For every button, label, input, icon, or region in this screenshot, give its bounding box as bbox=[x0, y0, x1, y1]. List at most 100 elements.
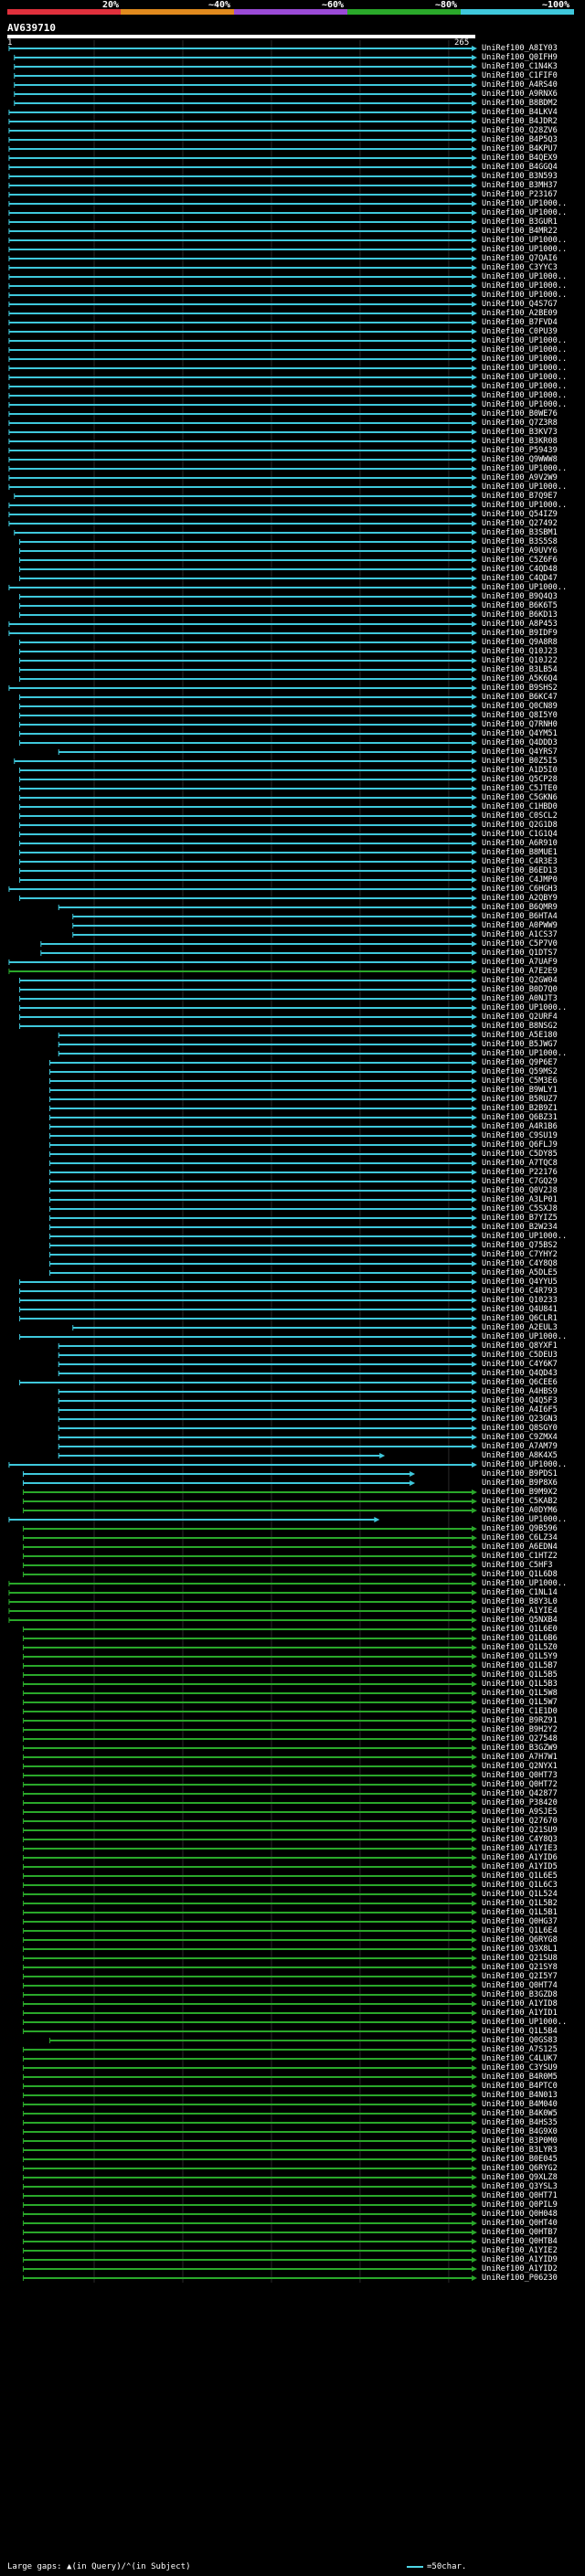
hit-label[interactable]: UniRef100_Q2URF4 bbox=[482, 1012, 558, 1022]
hit-label[interactable]: UniRef100_B9P8X6 bbox=[482, 1479, 558, 1488]
hit-label[interactable]: UniRef100_Q8YXF1 bbox=[482, 1341, 558, 1351]
hit-label[interactable]: UniRef100_Q2I5Y7 bbox=[482, 1972, 558, 1981]
hit-label[interactable]: UniRef100_Q4S7G7 bbox=[482, 300, 558, 309]
hit-label[interactable]: UniRef100_B9IDF9 bbox=[482, 629, 558, 638]
hit-label[interactable]: UniRef100_A1D5I0 bbox=[482, 766, 558, 775]
hit-label[interactable]: UniRef100_A9V2W9 bbox=[482, 473, 558, 482]
hit-label[interactable]: UniRef100_B8Y3L0 bbox=[482, 1597, 558, 1606]
hit-label[interactable]: UniRef100_UP1000.. bbox=[482, 382, 568, 391]
hit-label[interactable]: UniRef100_C4Y8Q8 bbox=[482, 1259, 558, 1268]
hit-label[interactable]: UniRef100_C5JTE0 bbox=[482, 784, 558, 793]
hit-label[interactable]: UniRef100_C0PU39 bbox=[482, 327, 558, 336]
hit-label[interactable]: UniRef100_B9SHS2 bbox=[482, 684, 558, 693]
hit-label[interactable]: UniRef100_Q4Q5F3 bbox=[482, 1396, 558, 1405]
hit-label[interactable]: UniRef100_A5E180 bbox=[482, 1031, 558, 1040]
hit-label[interactable]: UniRef100_C4QD47 bbox=[482, 574, 558, 583]
hit-label[interactable]: UniRef100_Q6RYG2 bbox=[482, 2164, 558, 2173]
hit-label[interactable]: UniRef100_Q1DTS7 bbox=[482, 949, 558, 958]
hit-label[interactable]: UniRef100_B4P5Q3 bbox=[482, 135, 558, 144]
hit-label[interactable]: UniRef100_Q2GW04 bbox=[482, 976, 558, 985]
hit-label[interactable]: UniRef100_C5DY85 bbox=[482, 1150, 558, 1159]
hit-label[interactable]: UniRef100_Q0CN89 bbox=[482, 702, 558, 711]
hit-label[interactable]: UniRef100_B5RUZ7 bbox=[482, 1095, 558, 1104]
hit-label[interactable]: UniRef100_C4LUK7 bbox=[482, 2054, 558, 2063]
hit-label[interactable]: UniRef100_C5SXJ8 bbox=[482, 1204, 558, 1214]
hit-label[interactable]: UniRef100_A2EUL3 bbox=[482, 1323, 558, 1332]
hit-label[interactable]: UniRef100_B4LKV4 bbox=[482, 108, 558, 117]
hit-label[interactable]: UniRef100_Q27548 bbox=[482, 1734, 558, 1744]
hit-label[interactable]: UniRef100_A8P453 bbox=[482, 620, 558, 629]
hit-label[interactable]: UniRef100_P38420 bbox=[482, 1798, 558, 1807]
hit-label[interactable]: UniRef100_C6HGH3 bbox=[482, 885, 558, 894]
hit-label[interactable]: UniRef100_C5DEU3 bbox=[482, 1351, 558, 1360]
hit-label[interactable]: UniRef100_B3LB54 bbox=[482, 665, 558, 674]
hit-label[interactable]: UniRef100_B2B9Z1 bbox=[482, 1104, 558, 1113]
hit-label[interactable]: UniRef100_B4G9X0 bbox=[482, 2127, 558, 2136]
hit-label[interactable]: UniRef100_Q1L5B1 bbox=[482, 1908, 558, 1917]
hit-label[interactable]: UniRef100_B4GGQ4 bbox=[482, 163, 558, 172]
hit-label[interactable]: UniRef100_B9H2Y2 bbox=[482, 1725, 558, 1734]
hit-label[interactable]: UniRef100_B7FVD4 bbox=[482, 318, 558, 327]
hit-label[interactable]: UniRef100_UP1000.. bbox=[482, 291, 568, 300]
hit-label[interactable]: UniRef100_A1YID8 bbox=[482, 1999, 558, 2009]
hit-label[interactable]: UniRef100_UP1000.. bbox=[482, 345, 568, 355]
hit-label[interactable]: UniRef100_P06230 bbox=[482, 2274, 558, 2283]
hit-label[interactable]: UniRef100_A1CS37 bbox=[482, 930, 558, 939]
hit-label[interactable]: UniRef100_UP1000.. bbox=[482, 208, 568, 217]
hit-label[interactable]: UniRef100_A7UAF9 bbox=[482, 958, 558, 967]
hit-label[interactable]: UniRef100_B6K6T5 bbox=[482, 601, 558, 610]
hit-label[interactable]: UniRef100_B8NSG2 bbox=[482, 1022, 558, 1031]
hit-label[interactable]: UniRef100_UP1000.. bbox=[482, 1003, 568, 1012]
hit-label[interactable]: UniRef100_A2QBY9 bbox=[482, 894, 558, 903]
hit-label[interactable]: UniRef100_UP1000.. bbox=[482, 272, 568, 281]
hit-label[interactable]: UniRef100_A6EDN4 bbox=[482, 1542, 558, 1552]
hit-label[interactable]: UniRef100_Q0V2J8 bbox=[482, 1186, 558, 1195]
hit-label[interactable]: UniRef100_Q8SGY0 bbox=[482, 1424, 558, 1433]
hit-label[interactable]: UniRef100_C6LZ34 bbox=[482, 1533, 558, 1542]
hit-label[interactable]: UniRef100_A8IY03 bbox=[482, 44, 558, 53]
hit-label[interactable]: UniRef100_A7S125 bbox=[482, 2045, 558, 2054]
hit-label[interactable]: UniRef100_Q0HT71 bbox=[482, 2191, 558, 2200]
hit-label[interactable]: UniRef100_Q6FLJ9 bbox=[482, 1140, 558, 1150]
hit-label[interactable]: UniRef100_B4QEX9 bbox=[482, 154, 558, 163]
hit-label[interactable]: UniRef100_UP1000.. bbox=[482, 336, 568, 345]
hit-label[interactable]: UniRef100_B3MH37 bbox=[482, 181, 558, 190]
hit-label[interactable]: UniRef100_A9UVY6 bbox=[482, 546, 558, 556]
hit-label[interactable]: UniRef100_B4MR22 bbox=[482, 227, 558, 236]
hit-label[interactable]: UniRef100_Q6CEE6 bbox=[482, 1378, 558, 1387]
hit-label[interactable]: UniRef100_UP1000.. bbox=[482, 482, 568, 492]
hit-label[interactable]: UniRef100_Q1L6E5 bbox=[482, 1871, 558, 1881]
hit-label[interactable]: UniRef100_C4QD48 bbox=[482, 565, 558, 574]
hit-label[interactable]: UniRef100_A3LP01 bbox=[482, 1195, 558, 1204]
hit-label[interactable]: UniRef100_Q1L5B3 bbox=[482, 1680, 558, 1689]
hit-label[interactable]: UniRef100_C5Z6F6 bbox=[482, 556, 558, 565]
hit-label[interactable]: UniRef100_Q1L5Y9 bbox=[482, 1652, 558, 1661]
hit-label[interactable]: UniRef100_C1HTZ2 bbox=[482, 1552, 558, 1561]
hit-label[interactable]: UniRef100_Q0GS83 bbox=[482, 2036, 558, 2045]
hit-label[interactable]: UniRef100_Q5NXB4 bbox=[482, 1616, 558, 1625]
hit-label[interactable]: UniRef100_B9WLY1 bbox=[482, 1086, 558, 1095]
hit-label[interactable]: UniRef100_B4PTC0 bbox=[482, 2082, 558, 2091]
hit-label[interactable]: UniRef100_A6R910 bbox=[482, 839, 558, 848]
hit-label[interactable]: UniRef100_Q10J23 bbox=[482, 647, 558, 656]
hit-label[interactable]: UniRef100_C9ZMX4 bbox=[482, 1433, 558, 1442]
hit-label[interactable]: UniRef100_C5GKN6 bbox=[482, 793, 558, 802]
hit-label[interactable]: UniRef100_B6KD13 bbox=[482, 610, 558, 620]
hit-label[interactable]: UniRef100_Q1L6C3 bbox=[482, 1881, 558, 1890]
hit-label[interactable]: UniRef100_Q4U841 bbox=[482, 1305, 558, 1314]
hit-label[interactable]: UniRef100_A1YIE4 bbox=[482, 1606, 558, 1616]
hit-label[interactable]: UniRef100_Q1L5B5 bbox=[482, 1670, 558, 1680]
hit-label[interactable]: UniRef100_Q1L5B7 bbox=[482, 1661, 558, 1670]
hit-label[interactable]: UniRef100_C7YHY2 bbox=[482, 1250, 558, 1259]
hit-label[interactable]: UniRef100_Q1L524 bbox=[482, 1890, 558, 1899]
hit-label[interactable]: UniRef100_UP1000.. bbox=[482, 1049, 568, 1058]
hit-label[interactable]: UniRef100_Q9B596 bbox=[482, 1524, 558, 1533]
hit-label[interactable]: UniRef100_UP1000.. bbox=[482, 1515, 568, 1524]
hit-label[interactable]: UniRef100_C5KAB2 bbox=[482, 1497, 558, 1506]
hit-label[interactable]: UniRef100_UP1000.. bbox=[482, 583, 568, 592]
hit-label[interactable]: UniRef100_A7E2E9 bbox=[482, 967, 558, 976]
hit-label[interactable]: UniRef100_Q28ZV6 bbox=[482, 126, 558, 135]
hit-label[interactable]: UniRef100_A9SJE5 bbox=[482, 1807, 558, 1817]
hit-label[interactable]: UniRef100_A1YID9 bbox=[482, 2255, 558, 2264]
hit-label[interactable]: UniRef100_UP1000.. bbox=[482, 1232, 568, 1241]
